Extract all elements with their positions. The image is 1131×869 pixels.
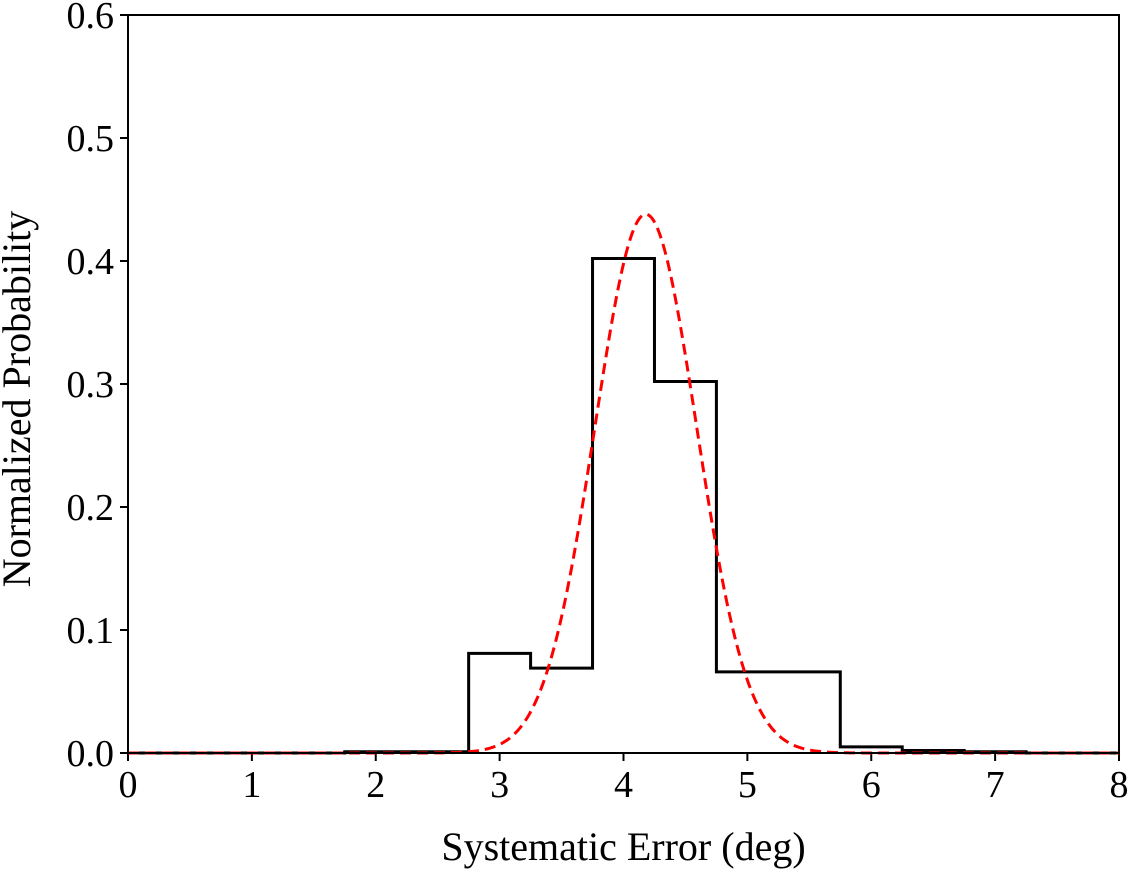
y-tick-label: 0.0 [67,733,115,775]
y-tick-label: 0.3 [67,364,115,406]
x-axis-label: Systematic Error (deg) [441,824,805,869]
x-tick-label: 6 [862,764,881,806]
x-tick-label: 2 [366,764,385,806]
x-tick-label: 7 [986,764,1005,806]
ticks-layer: 0 1 2 3 4 5 6 7 8 0.0 0.1 0.2 0.3 0.4 0.5 0.6 [67,0,1129,806]
y-axis-label: Normalized Probability [0,211,39,588]
histogram-bin [531,668,593,753]
x-tick-label: 4 [614,764,633,806]
x-tick-label: 0 [119,764,138,806]
y-tick-label: 0.6 [67,0,115,37]
plot-frame [127,14,1120,754]
histogram-bin [469,653,531,753]
y-tick-label: 0.5 [67,118,115,160]
y-tick-label: 0.2 [67,487,115,529]
histogram-bin [654,382,716,753]
x-tick-label: 5 [738,764,757,806]
histogram-series [128,257,1119,755]
y-tick-label: 0.4 [67,241,115,283]
x-tick-label: 8 [1110,764,1129,806]
x-tick-label: 1 [242,764,261,806]
histogram-bin [593,259,655,753]
x-tick-label: 3 [490,764,509,806]
y-tick-label: 0.1 [67,610,115,652]
